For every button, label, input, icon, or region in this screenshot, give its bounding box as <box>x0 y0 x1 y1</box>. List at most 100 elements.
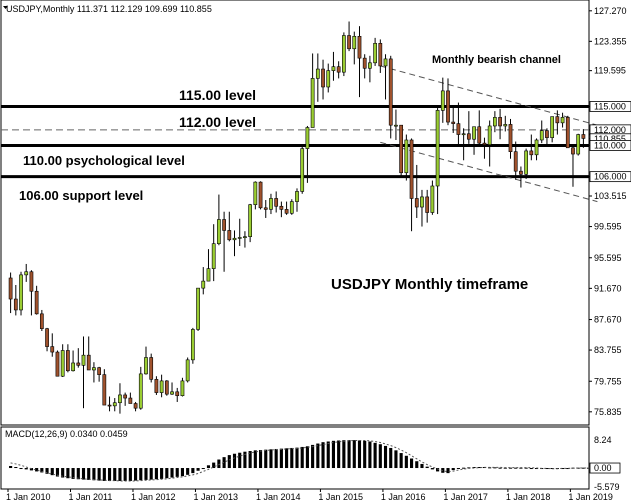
macd-bar <box>71 468 75 479</box>
candle-2016-04 <box>399 124 404 178</box>
candle-2013-02 <box>201 267 206 295</box>
macd-bar <box>430 468 434 470</box>
macd-bar <box>61 468 65 478</box>
candle-body <box>107 404 112 407</box>
macd-bar <box>87 468 91 480</box>
macd-bar <box>295 447 299 469</box>
macd-bar <box>227 455 231 469</box>
macd-bar <box>217 459 221 469</box>
candle-body <box>336 66 341 73</box>
candle-body <box>534 139 539 156</box>
candle-body <box>420 196 424 208</box>
candle-body <box>388 58 393 126</box>
candle-2011-02 <box>76 348 81 368</box>
macd-bar <box>76 468 80 480</box>
macd-bar <box>154 468 158 480</box>
macd-bar <box>352 440 356 469</box>
candle-2015-07 <box>352 31 357 65</box>
price-tick-label: 75.835 <box>594 407 622 417</box>
candle-body <box>133 403 138 409</box>
candle-2010-05 <box>29 270 34 316</box>
candle-2011-04 <box>86 336 91 371</box>
candle-2010-10 <box>55 350 60 377</box>
candle-body <box>201 280 206 289</box>
macd-bar <box>258 449 263 469</box>
time-axis: 1 Jan 2010 1 Jan 2011 1 Jan 2012 1 Jan 2013… <box>6 489 613 502</box>
candle-body <box>253 181 258 206</box>
macd-bar <box>456 468 460 470</box>
candle-2016-05 <box>404 134 409 181</box>
candle-body <box>34 290 39 315</box>
candle-body <box>263 207 268 210</box>
candle-2014-12 <box>315 53 320 102</box>
macd-bar <box>300 446 304 469</box>
macd-bar <box>493 467 497 469</box>
annotation-110: 110.00 psychological level <box>23 153 185 168</box>
candle-body <box>310 78 315 128</box>
candle-2013-04 <box>211 224 216 282</box>
price-tick-label: 110.855 <box>594 134 626 144</box>
time-tick-label: 1 Jan 2011 <box>68 492 112 502</box>
macd-bar <box>399 453 403 469</box>
candle-body <box>305 127 310 149</box>
candle-2015-09 <box>362 54 367 79</box>
macd-bar <box>425 466 429 469</box>
macd-bar <box>561 468 565 470</box>
candle-body <box>362 57 367 69</box>
macd-bar <box>118 468 122 481</box>
macd-bar <box>285 448 289 469</box>
candle-2010-01 <box>8 272 13 314</box>
candle-body <box>8 277 13 300</box>
candle-body <box>498 117 502 127</box>
candle-body <box>409 139 414 199</box>
macd-bar <box>50 468 54 476</box>
candle-body <box>243 236 247 238</box>
candle-2015-12 <box>378 39 383 73</box>
candle-body <box>39 313 44 329</box>
macd-bar <box>40 468 44 473</box>
candle-body <box>196 287 200 330</box>
macd-bar <box>508 467 513 469</box>
candle-body <box>399 124 404 174</box>
price-tick-label: 127.270 <box>594 6 627 16</box>
candle-body <box>19 274 23 311</box>
candle-2017-04 <box>461 128 466 161</box>
candle-body <box>315 68 320 79</box>
candle-body <box>279 205 284 210</box>
price-label-box <box>589 101 631 112</box>
candle-body <box>508 124 513 152</box>
candle-2010-04 <box>24 263 29 282</box>
candle-body <box>144 357 148 375</box>
annotation-channel: Monthly bearish channel <box>432 54 561 66</box>
macd-bar <box>545 468 549 470</box>
macd-bar <box>363 440 367 469</box>
macd-bar <box>394 450 398 469</box>
candle-body <box>258 181 263 209</box>
candle-body <box>55 351 60 377</box>
macd-tick-label: 0.00 <box>594 463 612 473</box>
macd-bar <box>316 443 320 469</box>
candle-body <box>300 148 305 192</box>
macd-bar <box>24 468 28 470</box>
channel-lower-line <box>380 141 598 203</box>
macd-bar <box>107 468 112 481</box>
candle-2017-05 <box>466 111 471 144</box>
candle-2015-05 <box>342 32 346 77</box>
candle-2012-02 <box>138 366 143 410</box>
candle-2017-11 <box>498 108 502 140</box>
candle-body <box>321 68 325 88</box>
macd-bar <box>529 468 533 470</box>
time-tick-label: 1 Jan 2013 <box>193 492 238 502</box>
candle-2017-07 <box>477 110 482 145</box>
macd-bar <box>19 468 23 470</box>
candle-body <box>217 219 221 244</box>
candle-body <box>211 243 216 269</box>
macd-bar <box>253 450 257 469</box>
price-tick-label: 91.670 <box>594 283 622 293</box>
candle-2013-09 <box>237 218 242 247</box>
price-tick-label: 103.515 <box>594 191 627 201</box>
candle-body <box>128 397 133 404</box>
candle-2016-01 <box>383 54 388 100</box>
candle-body <box>560 117 565 124</box>
candle-body <box>529 150 534 156</box>
